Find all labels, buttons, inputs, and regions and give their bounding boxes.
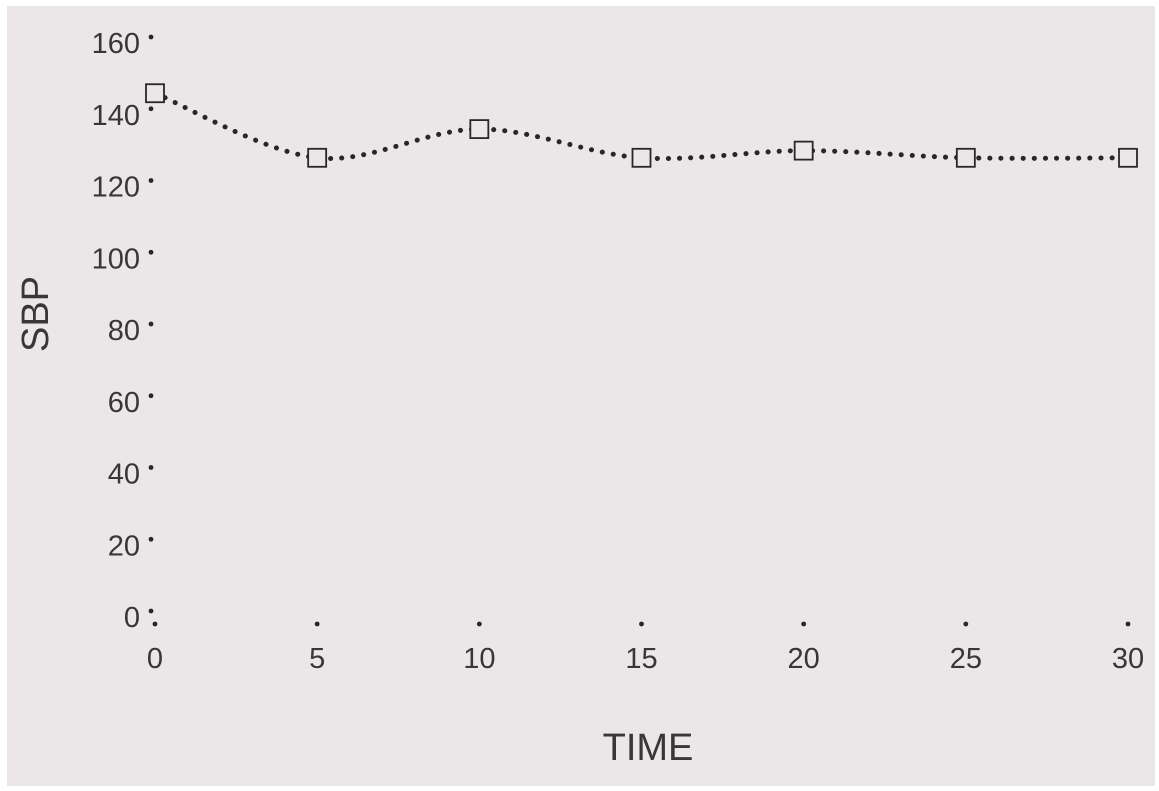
y-tick-label-60: 60 [108,387,140,419]
x-tick-label-15: 15 [625,643,657,675]
data-point-x15 [631,147,652,168]
chart-background [7,6,1155,786]
x-axis-tick-labels: 0 5 10 15 20 25 30 [147,643,1144,675]
y-tick-label-100: 100 [92,243,140,275]
y-tick-mark-140 [148,106,154,112]
y-tick-label-0: 0 [124,602,140,634]
x-tick-label-0: 0 [147,643,163,675]
x-tick-mark-15 [639,621,644,627]
data-point-x25 [955,147,976,168]
y-tick-mark-40 [148,465,154,470]
x-tick-label-5: 5 [309,643,325,675]
y-tick-label-40: 40 [108,459,140,491]
series-layer [145,83,1138,168]
y-tick-label-80: 80 [108,315,140,347]
x-tick-mark-25 [963,621,969,627]
y-tick-label-20: 20 [108,530,140,562]
y-axis-title: SBP [15,276,57,352]
y-tick-mark-0 [148,608,154,614]
y-tick-label-140: 140 [92,100,140,132]
data-point-x10 [469,119,490,139]
x-tick-mark-10 [476,621,482,627]
x-tick-mark-5 [314,621,320,627]
y-tick-mark-160 [148,34,154,40]
y-tick-mark-100 [148,249,154,255]
y-axis-tick-labels: 0 20 40 60 80 100 120 140 160 [92,28,140,634]
data-point-x30 [1118,147,1138,168]
data-point-x20 [793,140,814,161]
x-tick-mark-20 [801,621,807,627]
y-tick-mark-120 [148,178,154,183]
x-tick-mark-0 [152,621,158,627]
y-axis-tick-marks [148,34,154,614]
x-tick-label-30: 30 [1112,643,1144,675]
x-tick-label-10: 10 [463,643,495,675]
y-tick-mark-80 [148,321,154,327]
x-tick-label-20: 20 [788,643,820,675]
data-point-x5 [307,147,328,168]
y-tick-label-120: 120 [92,172,140,204]
x-tick-label-25: 25 [950,643,982,675]
x-axis-title: TIME [603,727,694,769]
y-tick-mark-20 [148,536,154,542]
y-tick-mark-60 [148,393,154,399]
data-point-x0 [145,83,165,104]
x-axis-tick-marks [152,621,1131,627]
y-tick-label-160: 160 [92,28,140,60]
x-tick-mark-30 [1125,621,1131,627]
